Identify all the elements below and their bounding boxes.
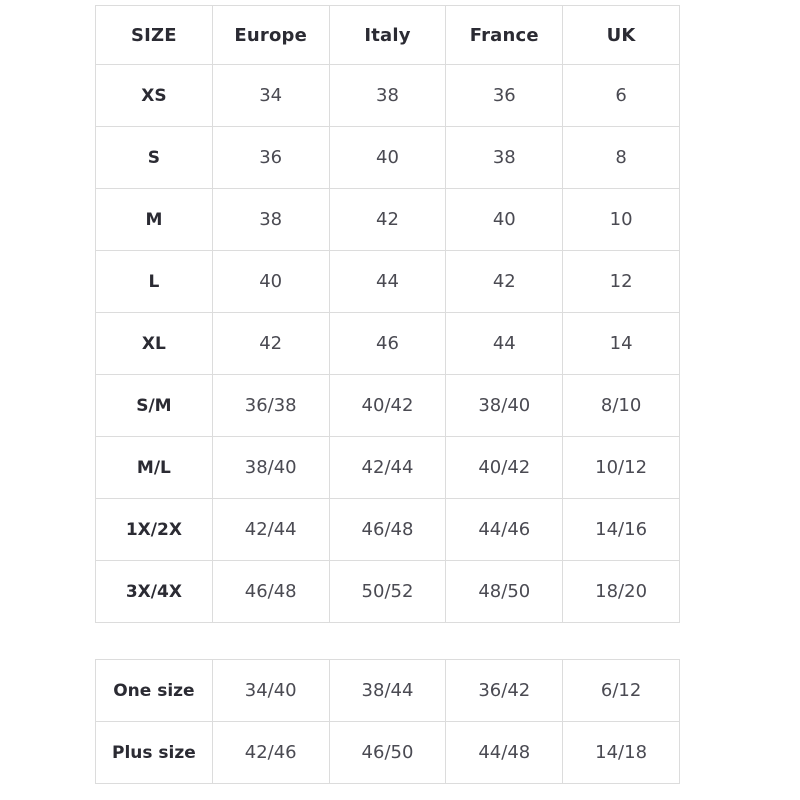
table-row: Plus size 42/46 46/50 44/48 14/18 (95, 721, 680, 784)
value-cell: 48/50 (445, 560, 564, 623)
value-cell: 42/44 (328, 436, 447, 499)
value-cell: 46/48 (211, 560, 330, 623)
header-row: SIZE Europe Italy France UK (95, 5, 680, 65)
table-row: XL 42 46 44 14 (95, 312, 680, 375)
table-row: 1X/2X 42/44 46/48 44/46 14/16 (95, 498, 680, 561)
value-cell: 38/40 (211, 436, 330, 499)
row-label-cell: XL (95, 312, 213, 375)
row-label-cell: Plus size (95, 721, 213, 784)
row-label-cell: M/L (95, 436, 213, 499)
value-cell: 36 (211, 126, 330, 189)
value-cell: 46/48 (328, 498, 447, 561)
special-size-table: One size 34/40 38/44 36/42 6/12 Plus size 42/4… (95, 659, 680, 784)
value-cell: 38/44 (328, 659, 447, 722)
row-label-cell: XS (95, 64, 213, 127)
value-cell: 6 (562, 64, 680, 127)
value-cell: 34/40 (211, 659, 330, 722)
column-header-europe: Europe (211, 5, 330, 65)
value-cell: 44/46 (445, 498, 564, 561)
value-cell: 36/38 (211, 374, 330, 437)
column-header-france: France (445, 5, 564, 65)
value-cell: 34 (211, 64, 330, 127)
value-cell: 18/20 (562, 560, 680, 623)
row-label-cell: S (95, 126, 213, 189)
value-cell: 8 (562, 126, 680, 189)
value-cell: 40/42 (328, 374, 447, 437)
table-row: M 38 42 40 10 (95, 188, 680, 251)
value-cell: 12 (562, 250, 680, 313)
value-cell: 8/10 (562, 374, 680, 437)
value-cell: 40 (445, 188, 564, 251)
value-cell: 38 (211, 188, 330, 251)
value-cell: 40 (328, 126, 447, 189)
row-label-cell: One size (95, 659, 213, 722)
value-cell: 42/44 (211, 498, 330, 561)
size-guide-page: SIZE Europe Italy France UK XS 34 38 36 6 S 36 40 38… (95, 5, 680, 784)
value-cell: 40 (211, 250, 330, 313)
value-cell: 40/42 (445, 436, 564, 499)
value-cell: 38/40 (445, 374, 564, 437)
table-row: 3X/4X 46/48 50/52 48/50 18/20 (95, 560, 680, 623)
column-header-italy: Italy (328, 5, 447, 65)
table-row: L 40 44 42 12 (95, 250, 680, 313)
row-label-cell: L (95, 250, 213, 313)
table-row: S/M 36/38 40/42 38/40 8/10 (95, 374, 680, 437)
special-size-table-body: One size 34/40 38/44 36/42 6/12 Plus size 42/4… (95, 659, 680, 784)
value-cell: 36/42 (445, 659, 564, 722)
size-table-body: XS 34 38 36 6 S 36 40 38 8 M 38 42 40 10 L 40 44 42 12 XL 42 4… (95, 64, 680, 623)
value-cell: 42 (328, 188, 447, 251)
value-cell: 14 (562, 312, 680, 375)
row-label-cell: M (95, 188, 213, 251)
value-cell: 10 (562, 188, 680, 251)
value-cell: 6/12 (562, 659, 680, 722)
value-cell: 14/18 (562, 721, 680, 784)
size-table-header: SIZE Europe Italy France UK (95, 5, 680, 65)
column-header-uk: UK (562, 5, 680, 65)
row-label-cell: 1X/2X (95, 498, 213, 561)
value-cell: 38 (445, 126, 564, 189)
value-cell: 46 (328, 312, 447, 375)
table-row: One size 34/40 38/44 36/42 6/12 (95, 659, 680, 722)
table-row: XS 34 38 36 6 (95, 64, 680, 127)
value-cell: 46/50 (328, 721, 447, 784)
value-cell: 10/12 (562, 436, 680, 499)
value-cell: 42 (211, 312, 330, 375)
value-cell: 36 (445, 64, 564, 127)
table-row: M/L 38/40 42/44 40/42 10/12 (95, 436, 680, 499)
column-header-size: SIZE (95, 5, 213, 65)
row-label-cell: S/M (95, 374, 213, 437)
value-cell: 44 (445, 312, 564, 375)
value-cell: 42/46 (211, 721, 330, 784)
table-row: S 36 40 38 8 (95, 126, 680, 189)
size-conversion-table: SIZE Europe Italy France UK XS 34 38 36 6 S 36 40 38… (95, 5, 680, 623)
value-cell: 44 (328, 250, 447, 313)
row-label-cell: 3X/4X (95, 560, 213, 623)
value-cell: 14/16 (562, 498, 680, 561)
value-cell: 42 (445, 250, 564, 313)
value-cell: 50/52 (328, 560, 447, 623)
value-cell: 44/48 (445, 721, 564, 784)
value-cell: 38 (328, 64, 447, 127)
